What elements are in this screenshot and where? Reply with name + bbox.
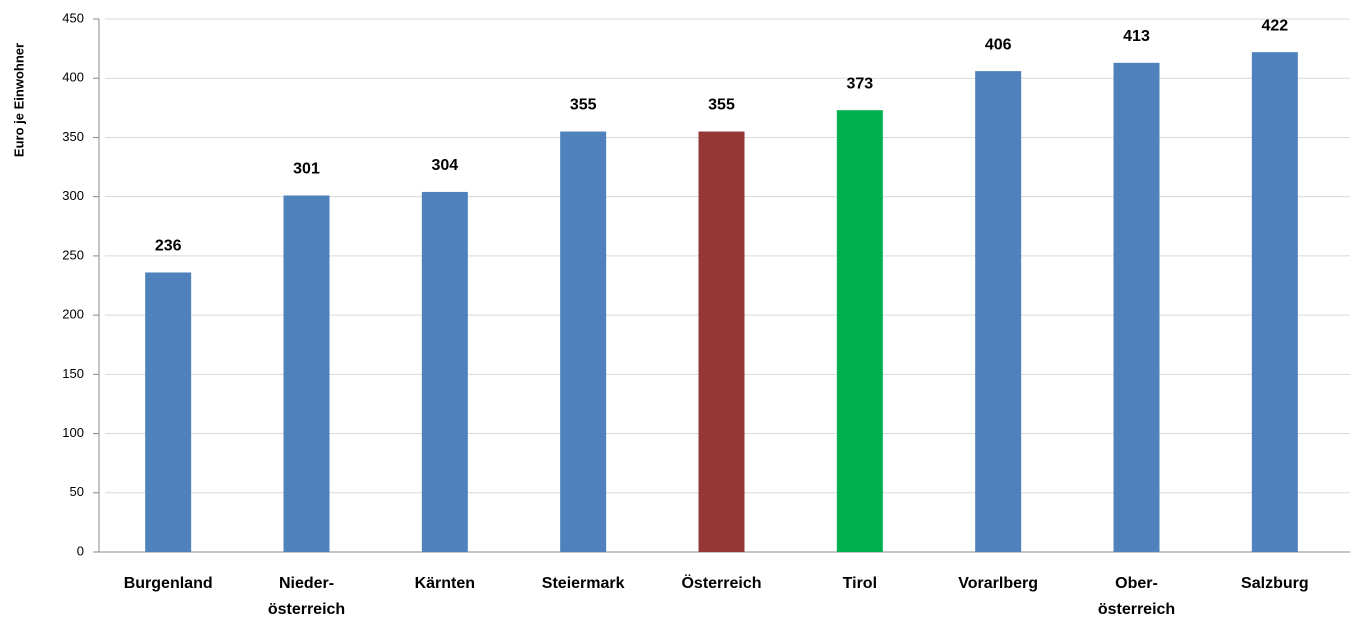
y-tick-label: 450 [62,10,84,25]
y-tick-label: 150 [62,366,84,381]
value-label: 236 [155,238,182,255]
y-tick-label: 400 [62,70,84,85]
y-tick-label: 50 [70,484,84,499]
y-tick-label: 200 [62,307,84,322]
y-tick-label: 250 [62,247,84,262]
value-label: 413 [1123,28,1150,45]
bar [421,191,468,552]
x-tick-label: Burgenland [124,575,213,592]
bar [1113,62,1160,553]
x-tick-label: Steiermark [542,575,625,592]
bar [560,131,607,552]
y-tick-label: 100 [62,425,84,440]
y-tick-label: 300 [62,188,84,203]
value-label: 406 [985,36,1012,53]
bar [1251,52,1298,553]
x-tick-label: Ober-österreich [1098,575,1175,618]
x-tick-label: Österreich [681,573,761,592]
value-label: 301 [293,161,320,178]
value-label: 422 [1261,17,1288,34]
x-tick-label: Vorarlberg [958,575,1038,592]
x-tick-label: Nieder-österreich [268,575,345,618]
bar [283,195,330,552]
x-tick-label: Kärnten [415,575,475,592]
value-label: 355 [570,97,597,114]
bar [836,110,883,553]
x-tick-label: Tirol [843,575,877,592]
value-label: 304 [431,157,458,174]
value-label: 373 [846,75,873,92]
bar [698,131,745,552]
bar [145,272,192,552]
bar [975,71,1022,553]
y-tick-label: 350 [62,129,84,144]
y-axis-label: Euro je Einwohner [11,43,26,157]
y-tick-label: 0 [77,543,84,558]
value-label: 355 [708,97,735,114]
x-tick-label: Salzburg [1241,575,1309,592]
